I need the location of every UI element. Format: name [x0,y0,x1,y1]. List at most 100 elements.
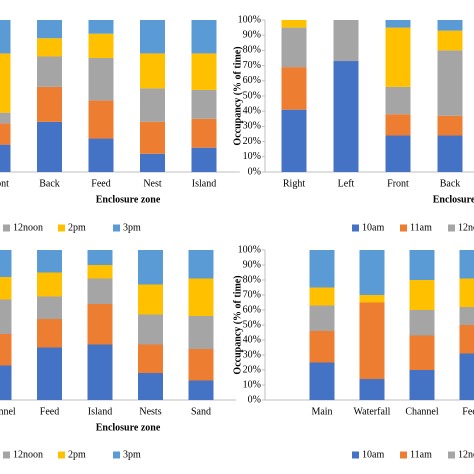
bar-segment [37,272,62,297]
x-tick-label: Front [0,178,9,189]
x-tick-label: Right [283,178,305,189]
y-tick-label: 10% [243,151,261,162]
y-tick-label: 70% [243,289,261,300]
legend-label: 11am [410,449,432,460]
bar-segment [409,310,435,336]
y-tick-label: 60% [243,75,261,86]
bar-segment [188,250,214,279]
y-tick-label: 100% [238,244,261,255]
bar-segment [140,153,165,172]
y-tick-label: 100% [238,14,261,25]
x-tick-label: Island [192,178,216,189]
legend-label: 12noon [458,449,474,460]
legend-swatch [58,224,65,232]
y-tick-label: 0% [248,394,261,405]
bar-segment [191,53,217,90]
bar-segment [188,349,214,381]
bar-segment [281,109,307,172]
bar-segment [37,250,62,273]
legend-swatch [3,451,10,459]
bar-segment [409,280,435,310]
bar-segment [437,135,463,172]
bar-segment [87,265,113,279]
legend-label: 10am [362,449,384,460]
bar-segment [37,319,62,348]
legend-label: 12noon [13,222,43,233]
y-tick-label: 60% [243,304,261,315]
bar-segment [333,61,359,172]
bar-segment [138,314,163,345]
bar-segment [37,38,62,57]
x-tick-label: Channel [0,406,16,417]
bar-segment [281,27,307,68]
x-tick-label: Back [440,178,461,189]
legend-swatch [58,451,65,459]
bar-segment [409,250,435,280]
bar-segment [188,316,214,349]
y-tick-label: 30% [243,121,261,132]
bar-segment [88,58,114,101]
bar-segment [87,278,113,304]
bar-segment [459,353,474,400]
bar-segment [138,284,163,315]
bar-segment [191,147,217,172]
bar-segment [0,365,12,400]
legend-label: 12noon [13,449,43,460]
bar-segment [191,20,217,54]
bar-segment [309,305,335,331]
bar-segment [409,370,435,400]
x-tick-label: Back [39,178,60,189]
y-tick-label: 50% [243,90,261,101]
bar-segment [191,118,217,148]
bar-segment [37,347,62,400]
bar-segment [459,307,474,325]
legend-swatch [3,224,10,232]
bar-segment [459,250,474,279]
y-tick-label: 10% [243,379,261,390]
legend-swatch [448,451,455,459]
bar-segment [309,287,335,306]
bar-segment [0,112,11,124]
legend-label: 11am [410,222,432,233]
bar-segment [88,138,114,172]
bar-segment [459,325,474,354]
x-tick-label: Waterfall [354,406,391,417]
bar-segment [140,121,165,154]
x-tick-label: Main [311,406,332,417]
x-tick-label: Island [88,406,112,417]
bar-segment [37,56,62,87]
legend-swatch [113,451,120,459]
bar-segment [333,20,359,62]
legend-label: 12noon [458,222,474,233]
y-tick-label: 40% [243,334,261,345]
bar-segment [37,296,62,319]
y-tick-label: 0% [248,166,261,177]
bar-segment [309,331,335,363]
bar-segment [140,88,165,122]
bar-segment [37,121,62,172]
bar-segment [138,250,163,285]
bar-segment [0,123,11,145]
bar-segment [88,100,114,139]
x-tick-label: Feed [462,406,474,417]
y-tick-label: 70% [243,60,261,71]
bar-segment [0,299,12,334]
bar-segment [437,115,463,136]
bar-segment [87,344,113,400]
legend-label: 2pm [68,222,86,233]
bar-segment [140,20,165,54]
bar-segment [385,27,411,87]
y-tick-label: 80% [243,45,261,56]
y-tick-label: 90% [243,259,261,270]
x-tick-label: Feed [40,406,59,417]
legend-swatch [352,224,359,232]
bar-segment [309,362,335,400]
bar-segment [88,20,114,34]
bar-segment [359,295,385,303]
bar-segment [140,53,165,89]
legend-label: 3pm [123,222,141,233]
y-tick-label: 30% [243,349,261,360]
bar-segment [385,86,411,115]
